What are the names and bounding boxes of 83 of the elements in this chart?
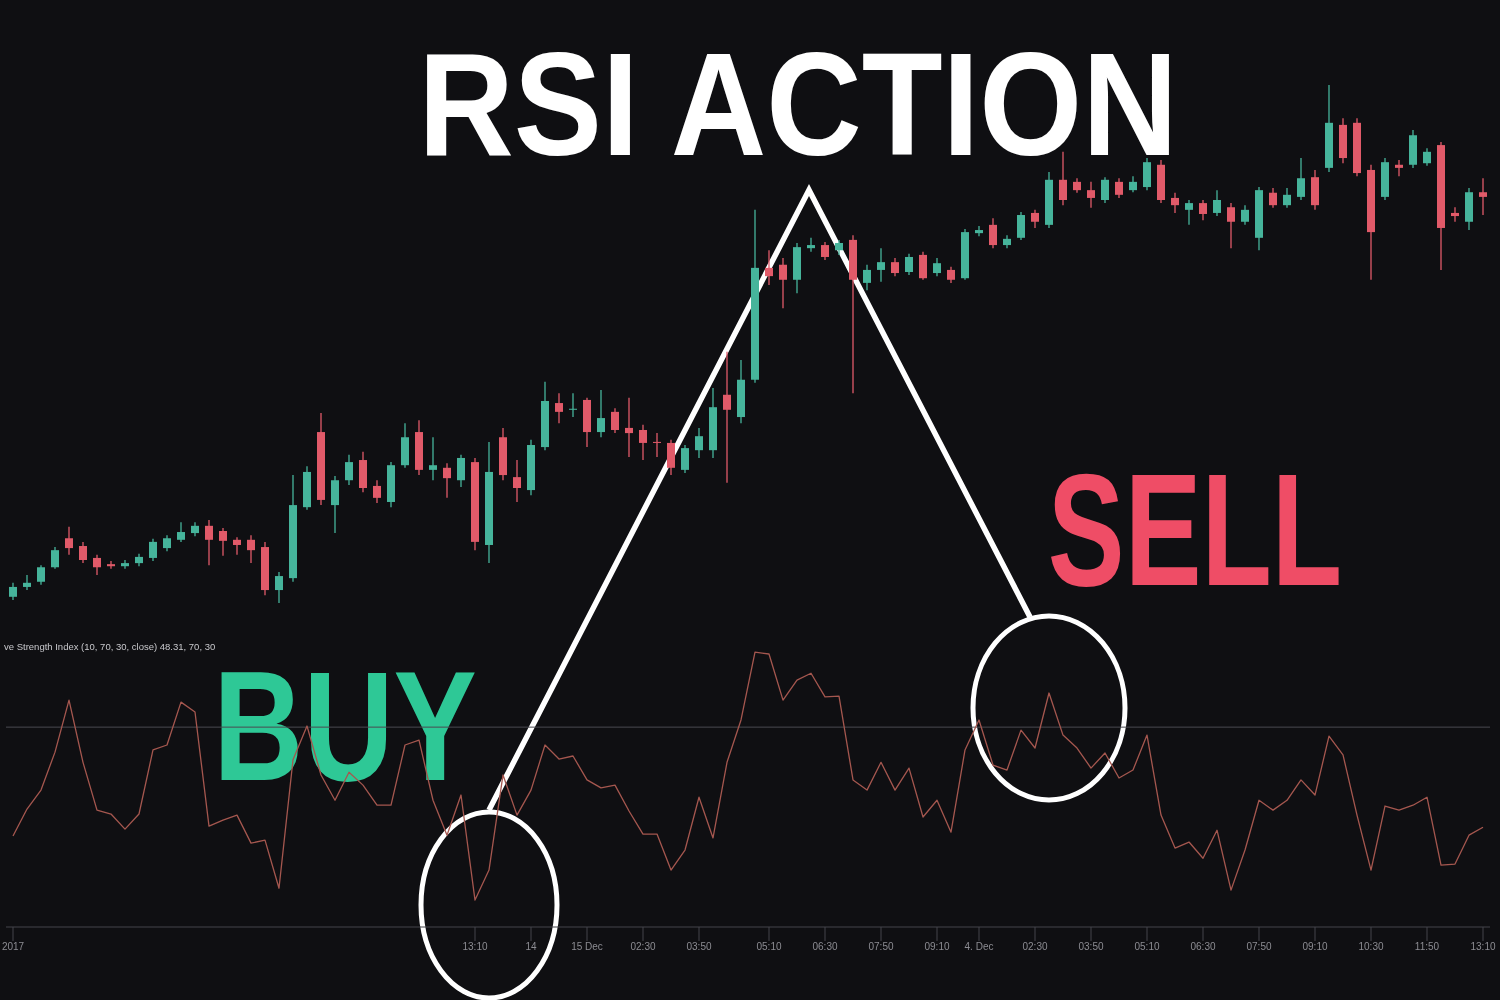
x-tick-label: 02:30 (1022, 941, 1048, 953)
x-tick-label: 05:10 (756, 941, 782, 953)
candlestick (121, 559, 129, 570)
candlestick (723, 351, 731, 484)
candlestick (457, 454, 465, 488)
candlestick (275, 571, 283, 603)
candlestick (863, 264, 871, 291)
candlestick (1087, 181, 1095, 209)
candlestick (443, 462, 451, 499)
x-tick-label: 06:30 (812, 941, 838, 953)
candlestick (373, 479, 381, 504)
candlestick (975, 225, 983, 237)
candlestick (905, 253, 913, 276)
candlestick (23, 574, 31, 591)
x-tick-label: 07:50 (1246, 941, 1272, 953)
candlestick (611, 407, 619, 434)
candlestick (233, 536, 241, 556)
candlestick (65, 526, 73, 556)
candlestick (1283, 187, 1291, 209)
annotation: SELL (1047, 440, 1343, 620)
candlestick (1199, 199, 1207, 221)
candlestick (807, 237, 815, 253)
candlestick (989, 217, 997, 249)
candlestick (345, 454, 353, 486)
candlestick (639, 424, 647, 461)
candlestick (107, 560, 115, 570)
candlestick (1171, 192, 1179, 214)
x-tick-label: 03:50 (1078, 941, 1104, 953)
x-tick-label: 14 (525, 941, 537, 953)
x-tick-label: 05:10 (1134, 941, 1160, 953)
candlestick (1031, 209, 1039, 229)
x-tick-label: 07:50 (868, 941, 894, 953)
candlestick (513, 459, 521, 503)
chart-title: ve Strength Index (10, 70, 30, close) 48.31, 70, 30 (4, 641, 216, 652)
x-tick-label: 13:10 (462, 941, 488, 953)
candlestick (205, 519, 213, 566)
candlestick (51, 546, 59, 570)
candlestick (933, 257, 941, 277)
candlestick (1395, 159, 1403, 177)
candlestick (149, 538, 157, 562)
chart-title: RSI ACTION (418, 21, 1178, 187)
candlestick (779, 257, 787, 309)
candlestick (1241, 204, 1249, 226)
candlestick (597, 389, 605, 438)
x-tick-label: 15 Dec (571, 941, 603, 953)
candlestick (625, 397, 633, 458)
candlestick (821, 241, 829, 261)
x-tick-label: 09:10 (924, 941, 950, 953)
candlestick (569, 392, 577, 418)
x-tick-label: 10:30 (1358, 941, 1384, 953)
candlestick (877, 247, 885, 283)
x-tick-label: 4. Dec (964, 941, 994, 953)
candlestick (1115, 177, 1123, 199)
x-tick-label: 13:10 (1470, 941, 1496, 953)
candlestick (1227, 202, 1235, 249)
candlestick (1101, 176, 1109, 204)
candlestick (37, 564, 45, 586)
candlestick (177, 521, 185, 543)
candlestick (1185, 199, 1193, 226)
candlestick (1451, 206, 1459, 223)
x-tick-label: 02:30 (630, 941, 656, 953)
candlestick (79, 541, 87, 564)
candlestick (555, 392, 563, 424)
candlestick (765, 249, 773, 286)
candlestick (219, 527, 227, 557)
candlestick (1213, 189, 1221, 217)
candlestick (1017, 211, 1025, 241)
x-tick-label: 06:30 (1190, 941, 1216, 953)
candlestick (1479, 177, 1487, 216)
x-tick-label: 09:10 (1302, 941, 1328, 953)
candlestick (93, 554, 101, 576)
candlestick (429, 436, 437, 481)
x-tick-label: 11:50 (1414, 941, 1440, 953)
candlestick (247, 534, 255, 564)
candlestick (681, 444, 689, 474)
candlestick (1269, 187, 1277, 209)
candlestick (1297, 157, 1305, 201)
candlestick (653, 432, 661, 458)
x-tick-label: 03:50 (686, 941, 712, 953)
x-tick-label: 2017 (1, 941, 25, 953)
candlestick (891, 257, 899, 277)
candlestick (919, 251, 927, 281)
candlestick (695, 427, 703, 459)
